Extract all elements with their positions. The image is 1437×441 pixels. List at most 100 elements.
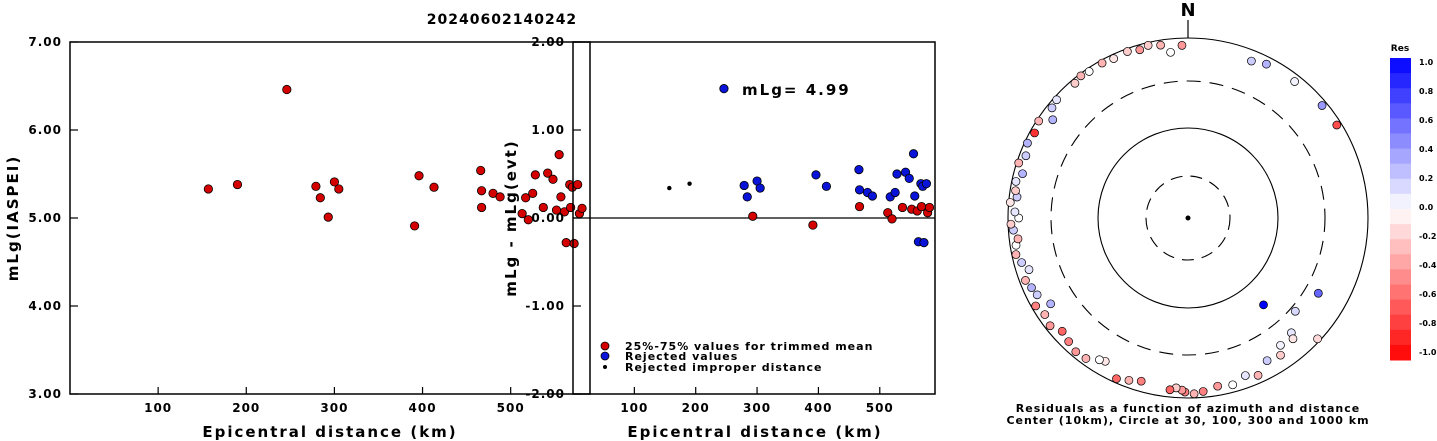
polar-point — [1017, 258, 1026, 267]
polar-point — [1052, 95, 1062, 105]
figure-title: 20240602140242 — [427, 12, 577, 28]
polar-point — [1023, 138, 1032, 148]
left-x-tick: 200 — [232, 401, 260, 415]
data-point-red — [521, 193, 531, 203]
legend: 25%-75% values for trimmed mean Rejected… — [600, 340, 873, 374]
data-point-red — [897, 202, 908, 213]
data-point-black — [687, 181, 692, 186]
data-point-black — [667, 185, 672, 191]
mid-y-tick: 1.00 — [531, 123, 565, 137]
polar-point — [1123, 47, 1132, 56]
colorbar-cell — [1390, 193, 1411, 210]
data-point-red — [282, 84, 292, 95]
left-points — [203, 84, 587, 249]
colorbar-tick: -0.2 — [1419, 232, 1437, 241]
polar-ring — [1145, 175, 1231, 261]
data-point-blue — [821, 181, 832, 191]
polar-point — [1011, 250, 1021, 259]
colorbar-cells — [1390, 58, 1411, 361]
polar-ring — [1097, 127, 1279, 309]
polar-point — [1124, 375, 1134, 385]
data-point-blue — [867, 191, 878, 201]
polar-point — [1213, 381, 1223, 391]
polar-rings — [1007, 37, 1369, 399]
data-point-red — [517, 209, 527, 219]
legend-marker-blue — [600, 351, 610, 361]
polar-point — [1313, 288, 1323, 298]
data-point-red — [748, 211, 758, 221]
data-point-red — [577, 203, 587, 213]
polar-point — [1290, 77, 1299, 86]
data-point-blue — [811, 170, 821, 180]
data-point-red — [323, 212, 333, 222]
data-point-red — [543, 168, 553, 178]
mid-x-tick: 200 — [682, 401, 710, 415]
data-point-blue — [919, 238, 929, 248]
mid-x-tick: 300 — [743, 401, 771, 415]
polar-point — [1253, 371, 1263, 380]
colorbar-tick: -0.8 — [1419, 319, 1437, 328]
data-point-blue — [742, 192, 752, 202]
colorbar-title: Res — [1391, 44, 1409, 54]
data-point-red — [429, 182, 439, 192]
data-point-red — [808, 220, 818, 230]
data-point-blue — [739, 180, 749, 191]
north-label: N — [1180, 0, 1195, 21]
colorbar-cell — [1390, 239, 1411, 255]
polar-point — [1031, 301, 1041, 311]
data-point-red — [414, 171, 424, 181]
residual-scatter-plot: 2.00 1.00 0.00 -1.00 -2.00 100 200 300 4… — [502, 35, 936, 441]
mid-y-tick: 0.00 — [531, 211, 565, 225]
colorbar-tick: -0.6 — [1419, 290, 1437, 299]
polar-point — [1143, 41, 1153, 50]
polar-point — [1057, 326, 1067, 336]
data-point-red — [559, 207, 570, 217]
polar-point — [1228, 380, 1238, 390]
polar-point — [1241, 371, 1250, 380]
colorbar-cell — [1390, 103, 1411, 119]
colorbar-ticks: 1.0 0.8 0.6 0.4 0.2 0.0 -0.2 -0.4 -0.6 -… — [1419, 58, 1437, 357]
data-point-red — [476, 202, 487, 213]
mid-y-tick: 2.00 — [531, 35, 565, 49]
data-point-red — [569, 238, 579, 249]
polar-point — [1262, 59, 1271, 69]
data-point-blue — [904, 173, 914, 183]
colorbar-cell — [1390, 209, 1411, 225]
colorbar-cell — [1390, 163, 1411, 180]
legend-marker-red — [600, 341, 610, 351]
data-point-blue — [854, 165, 864, 175]
colorbar-cell — [1390, 178, 1411, 195]
legend-label-improper: Rejected improper distance — [625, 361, 822, 374]
mid-x-tick: 400 — [804, 401, 832, 415]
colorbar-cell — [1390, 58, 1411, 74]
polar-point — [1027, 283, 1036, 293]
data-point-red — [924, 202, 935, 213]
legend-label-trimmed: 25%-75% values for trimmed mean — [625, 340, 873, 353]
polar-points — [1005, 40, 1342, 399]
polar-point — [1097, 58, 1107, 68]
polar-point — [1198, 387, 1208, 396]
polar-point — [1076, 71, 1086, 81]
polar-point — [1259, 300, 1268, 310]
colorbar-cell — [1390, 148, 1411, 165]
mid-x-tick: 100 — [620, 401, 648, 415]
polar-center — [1185, 215, 1191, 221]
colorbar-cell — [1390, 344, 1411, 361]
left-x-tick: 100 — [144, 401, 172, 415]
mid-x-tick: 500 — [866, 401, 894, 415]
data-point-red — [883, 208, 893, 218]
polar-point — [1032, 290, 1042, 300]
data-point-red — [530, 170, 540, 180]
data-point-red — [495, 192, 505, 202]
polar-point — [1135, 45, 1145, 55]
polar-point — [1332, 120, 1342, 130]
mlg-annotation: mLg= 4.99 — [742, 81, 851, 99]
polar-point — [1040, 310, 1050, 319]
data-point-blue — [892, 169, 902, 179]
polar-point — [1177, 41, 1187, 50]
polar-point — [1156, 40, 1165, 50]
polar-point — [1021, 151, 1031, 161]
colorbar-cell — [1390, 254, 1411, 270]
polar-ring — [1050, 80, 1326, 356]
